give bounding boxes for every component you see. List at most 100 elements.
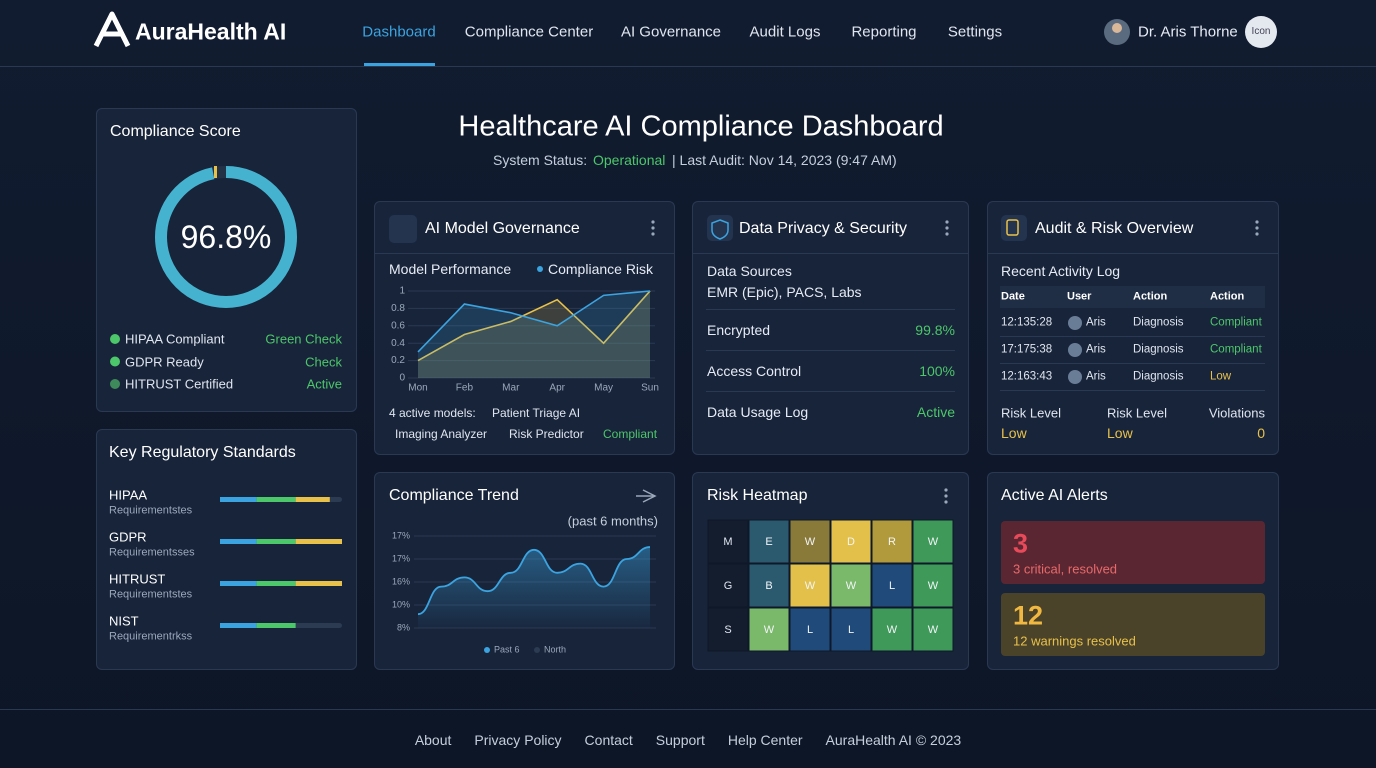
column-header: Action — [1133, 290, 1168, 303]
cell: Compliant — [1210, 316, 1262, 329]
heat-cell — [748, 607, 790, 652]
nav-link[interactable]: Reporting — [851, 23, 917, 41]
log-title: Recent Activity Log — [1001, 263, 1121, 279]
icon-button[interactable] — [1245, 16, 1277, 48]
avatar-face — [1112, 23, 1122, 33]
row-name: Encrypted — [707, 322, 771, 338]
nav-link[interactable]: Dashboard — [362, 23, 436, 41]
score-card — [96, 108, 357, 412]
y-tick-label: 0.4 — [391, 338, 405, 349]
card-title: Compliance Score — [110, 123, 241, 140]
row-divider — [706, 309, 955, 310]
summary-label: Risk Level — [1001, 405, 1061, 421]
status-label: System Status: — [493, 152, 588, 168]
card-title: AI Model Governance — [425, 220, 580, 237]
y-tick-label: 0 — [399, 373, 405, 384]
card-title: Audit & Risk Overview — [1035, 220, 1194, 237]
model: Imaging Analyzer — [395, 427, 488, 441]
arrow[interactable] — [636, 489, 657, 503]
y-tick-label: 17% — [392, 553, 410, 563]
summary-label: Violations — [1208, 405, 1265, 421]
standard-sub: Requirementstes — [109, 504, 193, 517]
footer-link[interactable]: Support — [655, 732, 705, 748]
last-audit: | Last Audit: Nov 14, 2023 (9:47 AM) — [672, 152, 897, 168]
governance-card — [374, 201, 675, 455]
row-value: 100% — [919, 363, 955, 379]
x-tick-label: Sun — [641, 383, 659, 394]
heat-cell — [707, 563, 749, 608]
footer-link[interactable]: Help Center — [727, 732, 803, 748]
alert-count: 12 — [1013, 600, 1044, 631]
heat-cell — [789, 563, 831, 608]
legend-label: Model Performance — [389, 261, 512, 277]
row-value: 99.8% — [915, 322, 955, 338]
audit-card — [987, 201, 1279, 455]
heat-cell — [912, 519, 954, 564]
cell: Diagnosis — [1133, 343, 1184, 356]
standard-sub: Requirementsses — [109, 546, 195, 559]
y-tick-label: 17% — [392, 530, 410, 540]
heat-label: W — [887, 624, 898, 636]
heat-label: M — [723, 536, 732, 548]
heat-cell — [789, 519, 831, 564]
footer-link[interactable]: About — [414, 732, 452, 748]
footer-link[interactable]: Contact — [584, 732, 633, 748]
x-tick-label: Mar — [502, 383, 520, 394]
standard-name: HIPAA — [109, 487, 148, 503]
progress-segment — [295, 539, 342, 544]
summary-value: Low — [1107, 425, 1133, 441]
heat-label: D — [847, 536, 855, 548]
models-status: Compliant — [603, 427, 658, 441]
summary-label: Risk Level — [1107, 405, 1167, 421]
heat-label: B — [765, 580, 772, 592]
cell: Diagnosis — [1133, 370, 1184, 383]
progress-segment — [295, 581, 342, 586]
row-divider — [1000, 390, 1265, 391]
page-title: Healthcare AI Compliance Dashboard — [458, 110, 944, 143]
card-title: Key Regulatory Standards — [109, 444, 296, 461]
y-tick-label: 0.6 — [391, 320, 405, 331]
nav-link[interactable]: Audit Logs — [749, 23, 821, 41]
progress-bar — [220, 539, 342, 544]
heat-label: W — [928, 536, 939, 548]
heat-label: G — [724, 580, 733, 592]
footer-divider — [0, 709, 1376, 710]
logo — [93, 11, 131, 48]
score-label: 96.8% — [180, 219, 272, 255]
x-tick-label: Feb — [456, 383, 474, 394]
row-divider — [1000, 363, 1265, 364]
standard-name: GDPR — [109, 529, 147, 545]
progress-segment — [295, 497, 330, 502]
heat-cell — [871, 519, 913, 564]
footer-link[interactable]: Privacy Policy — [474, 732, 562, 748]
table-header — [1000, 286, 1265, 308]
card-title: Active AI Alerts — [1001, 487, 1108, 504]
shield — [711, 219, 729, 240]
cell: Compliant — [1210, 343, 1262, 356]
nav-link[interactable]: AI Governance — [620, 23, 722, 41]
area — [418, 547, 650, 628]
heat-label: L — [807, 624, 813, 636]
alert-text: 12 warnings resolved — [1013, 633, 1136, 649]
heat-cell — [748, 563, 790, 608]
cell: Aris — [1086, 370, 1106, 383]
column-header: User — [1067, 290, 1092, 303]
nav-link[interactable]: Settings — [947, 23, 1003, 41]
menu-dots[interactable] — [651, 220, 1259, 504]
heat-label: L — [848, 624, 854, 636]
cell: Diagnosis — [1133, 316, 1184, 329]
heat-cell — [912, 607, 954, 652]
cell: 17:175:38 — [1001, 343, 1053, 356]
sources-label: Data Sources — [707, 263, 792, 279]
nav-link[interactable]: Compliance Center — [464, 23, 594, 41]
legend-label: Compliance Risk — [548, 261, 654, 277]
heat-label: W — [928, 580, 939, 592]
cell: 12:135:28 — [1001, 316, 1053, 329]
alert-count: 3 — [1013, 528, 1029, 559]
footer-links: About Privacy Policy Contact Support Help Ce… — [0, 732, 1376, 748]
line — [417, 290, 651, 362]
gauge-marker — [214, 166, 217, 178]
